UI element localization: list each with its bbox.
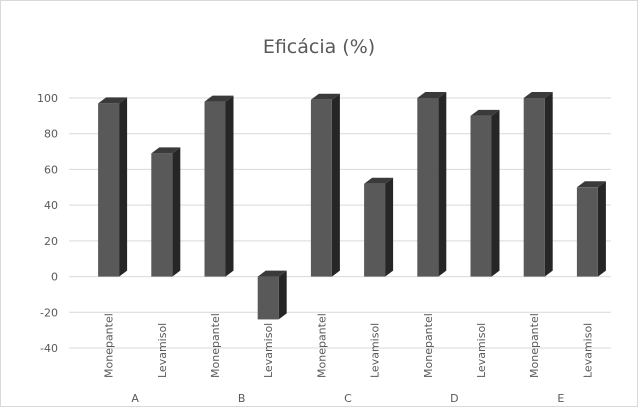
bar-side (597, 181, 606, 277)
bar (576, 181, 606, 277)
y-tick-label: 100 (37, 92, 58, 105)
y-tick-label: 80 (44, 128, 58, 141)
y-tick-label: 20 (44, 235, 58, 248)
bar (310, 93, 340, 277)
bar (523, 92, 553, 277)
bar-top (151, 147, 181, 154)
bar-front (151, 153, 173, 277)
y-tick-label: -20 (40, 306, 58, 319)
bar-side (438, 92, 447, 277)
bar-side (544, 92, 553, 277)
bar-top (257, 270, 287, 277)
x-category-label: Monepantel (103, 313, 116, 378)
x-category-label: Monepantel (209, 313, 222, 378)
x-category-label: Monepantel (528, 313, 541, 378)
group-label: D (450, 392, 458, 405)
bar-side (385, 177, 394, 277)
x-category-label: Levamisol (262, 323, 275, 378)
y-axis-ticks: 100 80 60 40 20 0 -20 -40 (37, 92, 58, 355)
bar-side (172, 147, 181, 277)
bar-side (491, 109, 500, 277)
bar-top (98, 97, 128, 104)
bar-top (417, 92, 447, 98)
bar-side (225, 95, 234, 277)
group-label: A (131, 392, 139, 405)
bar (98, 97, 128, 277)
bar-front (417, 98, 439, 277)
bar-top (364, 177, 394, 184)
bar (417, 92, 447, 277)
x-axis-labels: Monepantel Levamisol Monepantel Levamisol Mo… (103, 313, 595, 378)
bar-top (470, 109, 500, 116)
bar-side (119, 97, 128, 277)
bar-top (523, 92, 553, 98)
bar-front (98, 103, 120, 277)
x-category-label: Monepantel (422, 313, 435, 378)
x-category-label: Levamisol (581, 323, 594, 378)
y-tick-label: 0 (51, 271, 58, 284)
bar-top (310, 93, 340, 100)
bar-front (523, 98, 545, 277)
bar (204, 95, 234, 277)
bar-front (257, 276, 279, 320)
bar-front (576, 187, 598, 277)
bar-side (278, 270, 287, 320)
bar-front (364, 183, 386, 277)
bar-top (204, 95, 234, 102)
y-tick-label: 40 (44, 199, 58, 212)
bars (98, 92, 606, 320)
bar (364, 177, 394, 277)
x-category-label: Monepantel (315, 313, 328, 378)
y-tick-label: 60 (44, 163, 58, 176)
bar-top (576, 181, 606, 188)
bar-side (331, 93, 340, 277)
bar (470, 109, 500, 277)
chart-title: Eficácia (%) (263, 36, 375, 58)
group-label: B (238, 392, 246, 405)
group-labels: A B C D E (131, 392, 564, 405)
bar-front (310, 99, 332, 277)
x-category-label: Levamisol (156, 323, 169, 378)
group-label: C (344, 392, 352, 405)
bar (257, 270, 287, 320)
bar-front (470, 115, 492, 277)
y-tick-label: -40 (40, 342, 58, 355)
group-label: E (557, 392, 564, 405)
bar (151, 147, 181, 277)
x-category-label: Levamisol (369, 323, 382, 378)
x-category-label: Levamisol (475, 323, 488, 378)
bar-front (204, 101, 226, 277)
